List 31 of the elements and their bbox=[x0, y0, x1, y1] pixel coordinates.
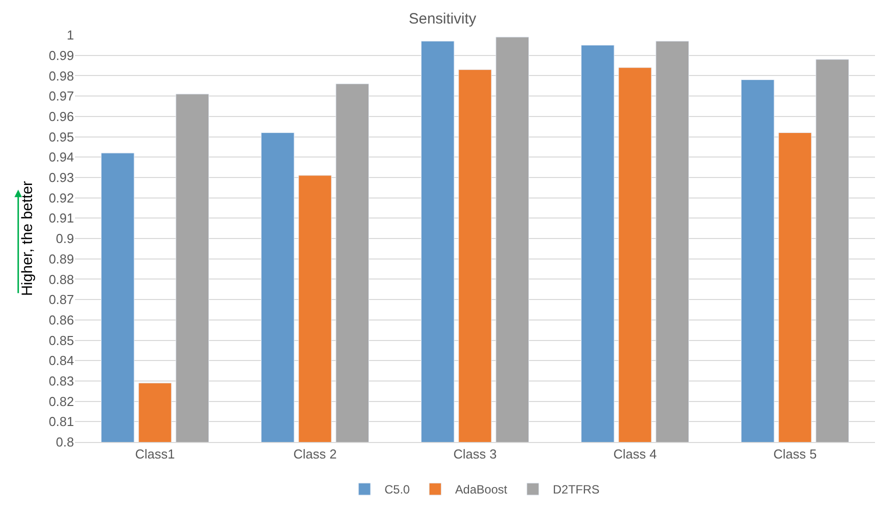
y-tick-label: 0.92 bbox=[48, 190, 74, 206]
x-tick-label: Class 5 bbox=[773, 446, 817, 462]
y-tick-label: 0.95 bbox=[48, 129, 74, 144]
y-tick-label: 0.99 bbox=[48, 48, 74, 63]
y-tick-label: 0.83 bbox=[48, 374, 74, 388]
y-tick-label: 0.94 bbox=[48, 150, 74, 165]
y-tick-label: 0.91 bbox=[48, 210, 74, 226]
legend-label: C5.0 bbox=[384, 482, 410, 497]
x-tick-label: Class 4 bbox=[613, 446, 657, 462]
y-tick-label: 0.81 bbox=[48, 414, 74, 430]
legend-label: AdaBoost bbox=[455, 482, 508, 497]
chart-title: Sensitivity bbox=[408, 10, 477, 28]
y-tick-label: 0.84 bbox=[48, 353, 74, 368]
y-tick-label: 0.88 bbox=[48, 272, 74, 287]
legend-label: D2TFRS bbox=[552, 482, 600, 497]
y-tick-label: 0.8 bbox=[56, 434, 74, 450]
y-tick-label: 0.89 bbox=[48, 251, 74, 266]
x-tick-label: Class1 bbox=[135, 446, 175, 462]
x-tick-label: Class 2 bbox=[293, 446, 337, 462]
y-tick-label: 0.86 bbox=[48, 312, 74, 328]
y-tick-label: 1 bbox=[66, 28, 74, 43]
y-tick-label: 0.97 bbox=[48, 88, 74, 104]
y-tick-label: 0.87 bbox=[48, 292, 74, 308]
y-tick-label: 0.9 bbox=[56, 231, 74, 246]
y-tick-label: 0.93 bbox=[48, 170, 74, 185]
y-tick-label: 0.82 bbox=[48, 394, 74, 409]
x-tick-label: Class 3 bbox=[453, 446, 497, 462]
y-tick-label: 0.98 bbox=[48, 68, 74, 84]
y-axis-title: Higher, the better bbox=[18, 180, 36, 296]
y-tick-label: 0.96 bbox=[48, 108, 74, 124]
y-tick-label: 0.85 bbox=[48, 332, 74, 348]
